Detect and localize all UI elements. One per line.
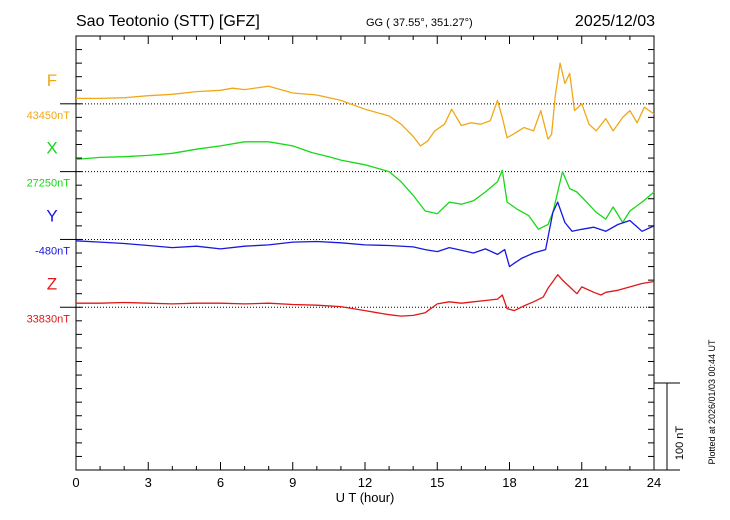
x-tick-label-9: 9: [289, 475, 296, 490]
grid-layer: [60, 103, 654, 308]
plot-frame: [75, 35, 655, 471]
series-baseline-label-z: 33830nT: [27, 313, 71, 325]
x-tick-label-3: 3: [145, 475, 152, 490]
series-letter-y: Y: [46, 206, 57, 225]
x-tick-label-18: 18: [502, 475, 516, 490]
labels-layer: F 43450nT X 27250nT Y -480nT Z 33830nT: [27, 71, 71, 325]
series-letter-f: F: [47, 71, 57, 90]
x-tick-label-21: 21: [575, 475, 589, 490]
station-title: Sao Teotonio (STT) [GFZ]: [76, 13, 260, 30]
x-axis-label: U T (hour): [336, 490, 395, 505]
series-line-z: [76, 274, 655, 317]
x-tick-label-6: 6: [217, 475, 224, 490]
series-line-y: [75, 201, 655, 268]
scale-bar-label: 100 nT: [674, 426, 686, 461]
series-line-x: [75, 141, 655, 230]
date-label: 2025/12/03: [575, 13, 655, 30]
series-baseline-label-x: 27250nT: [27, 178, 71, 190]
series-letter-z: Z: [47, 274, 57, 293]
ticks-layer: 0 3 6 9 12 15 18 21 24: [72, 36, 661, 490]
series-layer: [75, 62, 655, 317]
coordinates-label: GG ( 37.55°, 351.27°): [366, 17, 473, 29]
scale-bar: 100 nT: [654, 382, 686, 471]
plotted-at-label: Plotted at 2026/01/03 00:44 UT: [707, 339, 717, 465]
x-tick-label-24: 24: [647, 475, 661, 490]
x-tick-label-15: 15: [430, 475, 444, 490]
series-letter-x: X: [46, 139, 57, 158]
series-line-f: [76, 62, 655, 147]
series-baseline-label-f: 43450nT: [27, 110, 71, 122]
series-baseline-label-y: -480nT: [35, 245, 70, 257]
x-tick-label-12: 12: [358, 475, 372, 490]
x-tick-label-0: 0: [72, 475, 79, 490]
